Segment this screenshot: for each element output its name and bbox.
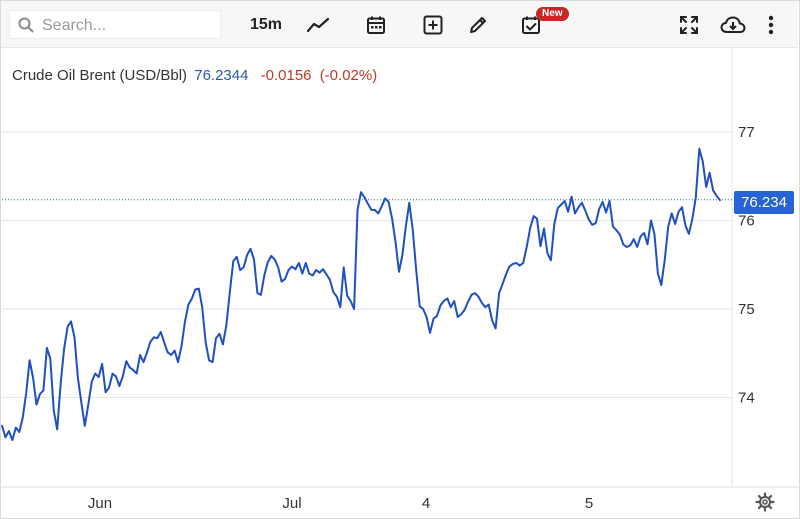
instrument-change: -0.0156 [260,67,312,84]
add-indicator-button[interactable] [419,11,447,39]
events-button[interactable] [516,11,546,39]
cloud-download-icon [720,16,746,33]
y-tick-label: 75 [738,301,755,318]
chart-type-button[interactable] [303,11,333,39]
more-options-button[interactable] [761,11,781,39]
new-badge: New [536,7,569,21]
add-indicator-icon [423,15,443,35]
instrument-name: Crude Oil Brent (USD/Bbl) [12,67,188,84]
more-vert-icon [768,15,774,35]
search-icon [18,17,34,33]
gear-icon[interactable] [755,492,775,512]
draw-pencil-icon [470,17,486,33]
search-box[interactable] [9,10,221,39]
events-calendar-icon [522,16,540,34]
calendar-icon [367,16,385,34]
draw-tools-button[interactable] [464,11,492,39]
y-tick-label: 77 [738,124,755,141]
instrument-price: 76.2344 [194,67,249,84]
toolbar: 15m New [1,1,798,48]
current-price-label: 76.234 [734,191,794,214]
instrument-change-pct: (-0.02%) [319,67,378,84]
line-chart-icon [307,17,329,33]
y-tick-label: 74 [738,390,755,407]
instrument-header: Crude Oil Brent (USD/Bbl) 76.2344 -0.015… [12,67,377,84]
date-range-button[interactable] [362,11,390,39]
x-tick-label: 4 [422,495,430,512]
x-tick-label: Jun [88,495,112,512]
y-tick-label: 76 [738,213,755,230]
download-button[interactable] [718,11,748,39]
search-input[interactable] [40,14,214,38]
interval-button[interactable]: 15m [249,16,283,33]
price-series-line [1,147,721,441]
x-tick-label: Jul [282,495,301,512]
fullscreen-button[interactable] [675,11,703,39]
x-tick-label: 5 [585,495,593,512]
fullscreen-icon [680,16,698,34]
